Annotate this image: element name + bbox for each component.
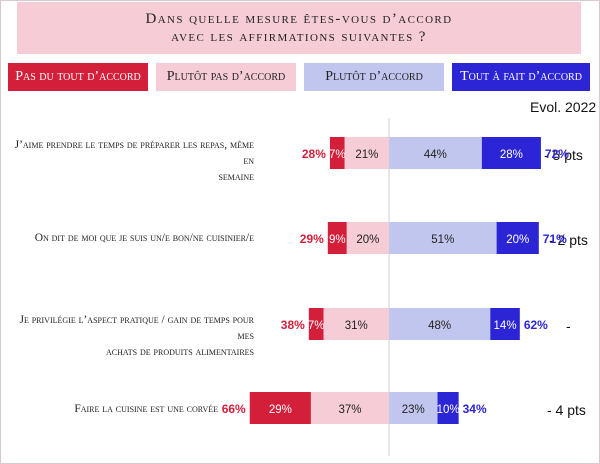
bar-plutot-row-3 [389, 308, 491, 340]
bar-plutot-pas-row-3 [323, 308, 389, 340]
total-agree-row-1: 72% [545, 147, 569, 161]
bar-tout-a-fait-row-3 [490, 308, 520, 340]
label-tout-a-fait-row-1: 28% [500, 149, 523, 161]
bar-pas-du-tout-row-4 [249, 392, 311, 424]
bar-plutot-row-1 [389, 137, 482, 169]
row-label-3-line-1: Je privilégie l’aspect pratique / gain d… [19, 314, 254, 342]
bar-plutot-pas-row-4 [310, 392, 389, 424]
label-tout-a-fait-row-3: 14% [494, 320, 517, 332]
label-pas-du-tout-row-1: 7% [329, 149, 346, 161]
total-agree-row-3: 62% [524, 318, 548, 332]
label-plutot-pas-row-3: 31% [345, 320, 368, 332]
bar-tout-a-fait-row-2 [496, 222, 539, 254]
row-label-1-line-2: semaine [218, 171, 254, 183]
legend-plutot-pas: Plutôt pas d’accord [156, 63, 296, 91]
evol-value-1: - 5 pts [544, 147, 583, 163]
legend-pas-du-tout: Pas du tout d’accord [8, 63, 148, 91]
bar-pas-du-tout-row-2 [327, 222, 347, 254]
label-plutot-pas-row-1: 21% [355, 149, 378, 161]
total-agree-row-2: 71% [543, 232, 567, 246]
evol-header: Evol. 2022 [530, 99, 597, 115]
total-disagree-row-2: 29% [300, 232, 324, 246]
row-label-1: J’aime prendre le temps de préparer les … [4, 137, 254, 185]
evol-value-4: - 4 pts [547, 402, 586, 418]
label-plutot-pas-row-2: 20% [356, 234, 379, 246]
label-tout-a-fait-row-2: 20% [506, 234, 529, 246]
legend-plutot: Plutôt d’accord [304, 63, 444, 91]
label-pas-du-tout-row-2: 9% [329, 234, 346, 246]
row-label-1-line-1: J’aime prendre le temps de préparer les … [14, 139, 254, 167]
bar-pas-du-tout-row-3 [308, 308, 324, 340]
bar-pas-du-tout-row-1 [329, 137, 345, 169]
total-agree-row-4: 34% [463, 402, 487, 416]
label-tout-a-fait-row-4: 10% [437, 404, 460, 416]
row-label-3: Je privilégie l’aspect pratique / gain d… [4, 312, 254, 360]
label-plutot-row-1: 44% [424, 149, 447, 161]
evol-value-2: - 2 pts [549, 232, 588, 248]
label-pas-du-tout-row-3: 7% [308, 320, 325, 332]
bar-tout-a-fait-row-1 [481, 137, 541, 169]
label-plutot-row-4: 23% [402, 404, 425, 416]
bar-plutot-row-4 [389, 392, 438, 424]
label-plutot-pas-row-4: 37% [338, 404, 361, 416]
total-disagree-row-4: 66% [222, 402, 246, 416]
bar-tout-a-fait-row-4 [437, 392, 459, 424]
label-plutot-row-3: 48% [428, 320, 451, 332]
bar-plutot-pas-row-1 [344, 137, 389, 169]
row-label-3-line-2: achats de produits alimentaires [106, 346, 254, 358]
bar-plutot-row-2 [389, 222, 497, 254]
row-label-4-line-1: Faire la cuisine est une corvée [74, 403, 218, 415]
total-disagree-row-1: 28% [302, 147, 326, 161]
title-box: Dans quelle mesure êtes-vous d’accord av… [17, 2, 581, 54]
bar-plutot-pas-row-2 [346, 222, 389, 254]
row-label-4: Faire la cuisine est une corvée [4, 401, 218, 417]
row-label-2: On dit de moi que je suis un/e bon/ne cu… [4, 230, 254, 246]
evol-value-3: - [566, 318, 571, 334]
legend-tout-a-fait: Tout à fait d’accord [452, 63, 590, 91]
title-line-1: Dans quelle mesure êtes-vous d’accord [145, 11, 453, 27]
title-line-2: avec les affirmations suivantes ? [171, 29, 427, 45]
label-plutot-row-2: 51% [431, 234, 454, 246]
label-pas-du-tout-row-4: 29% [269, 404, 292, 416]
row-label-2-line-1: On dit de moi que je suis un/e bon/ne cu… [34, 232, 254, 244]
total-disagree-row-3: 38% [281, 318, 305, 332]
